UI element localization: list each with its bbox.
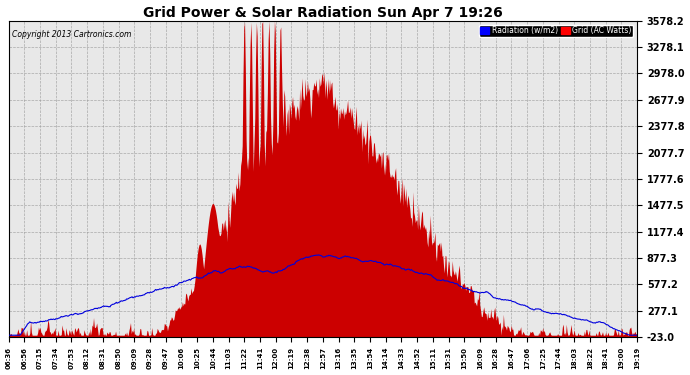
Legend: Radiation (w/m2), Grid (AC Watts): Radiation (w/m2), Grid (AC Watts) [479, 24, 633, 37]
Title: Grid Power & Solar Radiation Sun Apr 7 19:26: Grid Power & Solar Radiation Sun Apr 7 1… [143, 6, 503, 20]
Text: Copyright 2013 Cartronics.com: Copyright 2013 Cartronics.com [12, 30, 131, 39]
